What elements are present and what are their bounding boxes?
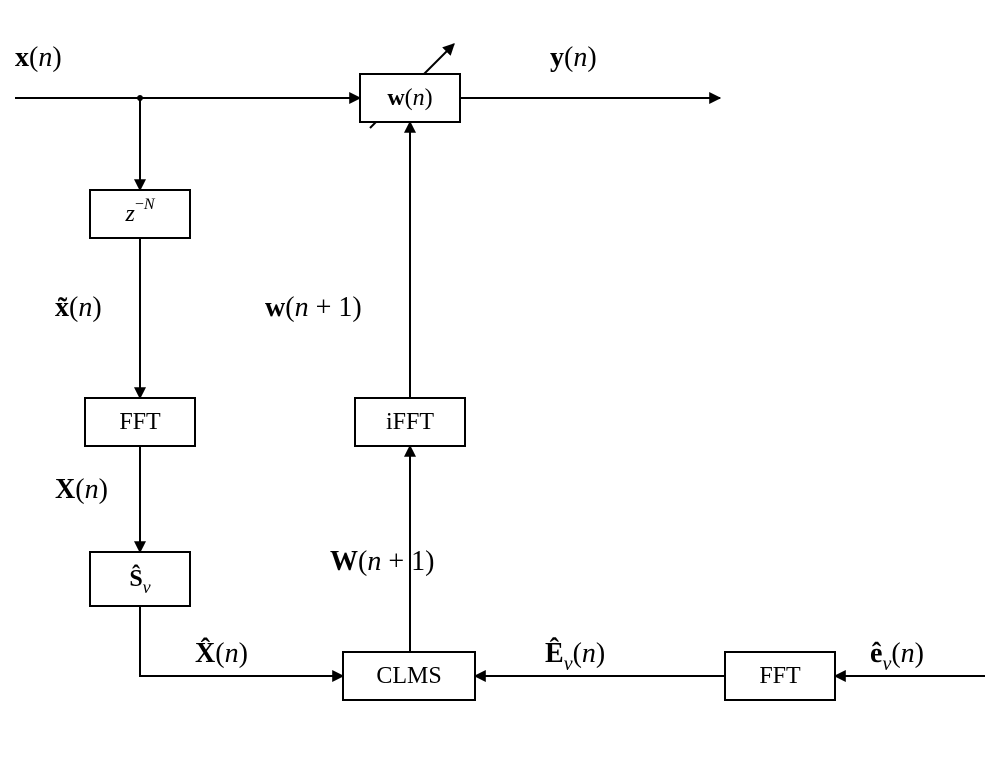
box-clms-label: CLMS (376, 663, 441, 689)
label-e-hat: êv(n) (870, 638, 924, 675)
label-X-n: X(n) (55, 474, 108, 505)
box-fft-left-label: FFT (119, 409, 161, 435)
box-wn-label: w(n) (387, 85, 432, 111)
label-X-hat: X̂(n) (195, 638, 248, 669)
label-x-tilde: x̃(n) (55, 292, 102, 323)
box-ifft-label: iFFT (386, 409, 434, 435)
label-w-np1: w(n + 1) (265, 292, 362, 323)
label-x-in: x(n) (15, 42, 62, 73)
label-W-np1: W(n + 1) (330, 546, 434, 577)
label-E-hat: Êv(n) (545, 638, 605, 675)
box-fft-right-label: FFT (759, 663, 801, 689)
label-y-out: y(n) (550, 42, 597, 73)
